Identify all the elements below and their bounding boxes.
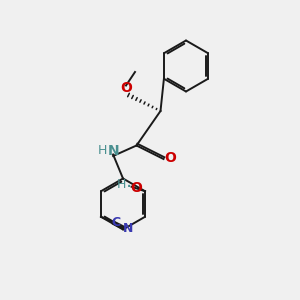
Text: C: C — [112, 216, 121, 229]
Text: O: O — [164, 151, 176, 164]
Text: O: O — [130, 181, 142, 195]
Text: O: O — [120, 81, 132, 94]
Text: H: H — [98, 144, 108, 158]
Text: N: N — [123, 222, 133, 235]
Text: H: H — [117, 178, 126, 191]
Text: ·: · — [126, 178, 133, 197]
Text: N: N — [107, 144, 119, 158]
